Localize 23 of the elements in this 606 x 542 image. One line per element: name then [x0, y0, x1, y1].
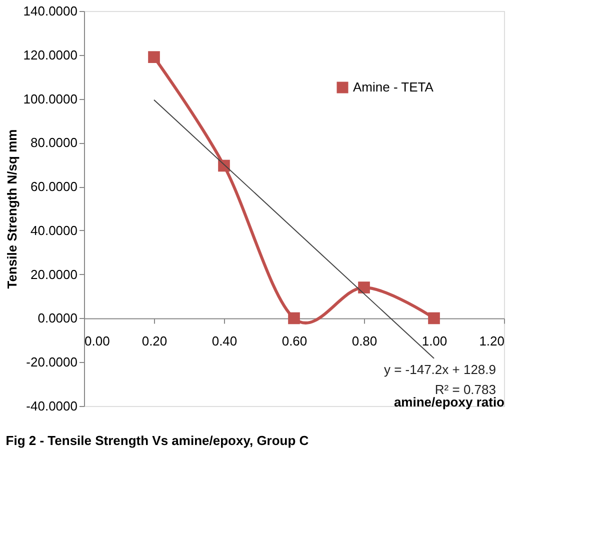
x-axis-title: amine/epoxy ratio	[394, 394, 505, 410]
annotation: R² = 0.783	[434, 382, 496, 398]
x-tick-label: 0.00	[84, 334, 110, 349]
y-tick-label: 80.0000	[30, 135, 78, 150]
text: Fig 2 - Tensile Strength Vs amine/epoxy, Group C	[6, 433, 310, 448]
x-tick-label: 1.20	[479, 334, 504, 349]
y-tick-label: 120.0000	[23, 47, 78, 62]
x-tick-label: 0.60	[282, 334, 308, 349]
annotation: y = -147.2x + 128.9	[384, 362, 496, 378]
y-tick-label: 20.0000	[30, 266, 78, 282]
y-tick-label: -20.0000	[26, 354, 78, 370]
y-axis-title: Tensile Strength N/sq mm	[4, 129, 20, 289]
y-tick-label: -40.0000	[26, 398, 78, 414]
x-tick-label: 0.20	[142, 334, 168, 349]
legend-label: Amine - TETA	[353, 80, 434, 94]
y-tick-label: 140.0000	[23, 4, 78, 18]
y-tick-label: 40.0000	[30, 222, 78, 238]
x-tick-label: 0.40	[212, 334, 238, 349]
y-tick-label: 100.0000	[23, 91, 78, 106]
y-tick-label: 60.0000	[30, 179, 78, 194]
x-tick-label: 0.80	[352, 334, 378, 349]
y-tick-label: 0.0000	[38, 310, 78, 326]
x-tick-label: 1.00	[422, 334, 448, 349]
